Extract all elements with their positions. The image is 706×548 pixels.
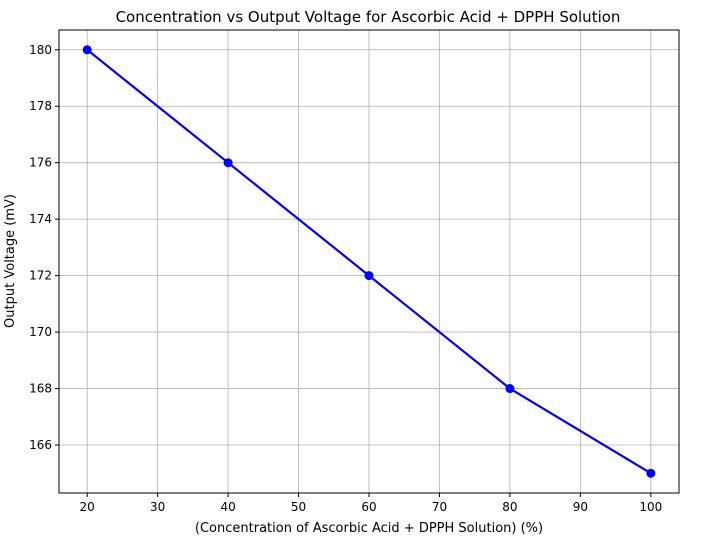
- x-tick-label: 90: [573, 500, 588, 514]
- x-axis: 20 30 40 50 60 70 80 90 100: [80, 493, 662, 514]
- grid: [59, 30, 679, 493]
- x-tick-label: 100: [639, 500, 662, 514]
- y-tick-label: 176: [29, 156, 52, 170]
- y-tick-label: 180: [29, 43, 52, 57]
- x-tick-label: 40: [220, 500, 235, 514]
- x-tick-label: 20: [80, 500, 95, 514]
- series-layer: [82, 45, 656, 478]
- y-tick-label: 172: [29, 269, 52, 283]
- data-point: [646, 468, 656, 478]
- y-tick-label: 174: [29, 212, 52, 226]
- x-tick-label: 80: [502, 500, 517, 514]
- y-tick-label: 168: [29, 382, 52, 396]
- y-tick-label: 166: [29, 438, 52, 452]
- y-tick-label: 178: [29, 99, 52, 113]
- y-tick-label: 170: [29, 325, 52, 339]
- y-axis: 166 168 170 172 174 176 178 180: [29, 43, 59, 452]
- data-point: [82, 45, 92, 55]
- x-tick-label: 70: [432, 500, 447, 514]
- y-axis-label: Output Voltage (mV): [3, 194, 18, 328]
- data-point: [505, 384, 515, 394]
- data-point: [223, 158, 233, 168]
- x-tick-label: 30: [150, 500, 165, 514]
- x-tick-label: 50: [291, 500, 306, 514]
- x-axis-label: (Concentration of Ascorbic Acid + DPPH S…: [195, 521, 543, 536]
- x-tick-label: 60: [361, 500, 376, 514]
- chart-title: Concentration vs Output Voltage for Asco…: [116, 8, 621, 26]
- data-point: [364, 271, 374, 281]
